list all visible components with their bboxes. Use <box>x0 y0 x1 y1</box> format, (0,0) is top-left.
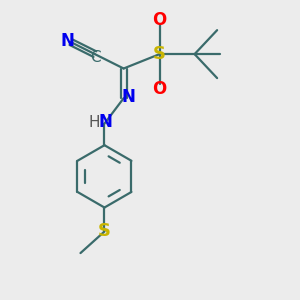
Text: N: N <box>60 32 74 50</box>
Text: C: C <box>91 50 101 65</box>
Text: N: N <box>122 88 135 106</box>
Text: H: H <box>88 115 100 130</box>
Text: O: O <box>152 11 167 28</box>
Text: N: N <box>99 113 113 131</box>
Text: O: O <box>152 80 167 98</box>
Text: S: S <box>98 223 111 241</box>
Text: S: S <box>153 45 166 63</box>
